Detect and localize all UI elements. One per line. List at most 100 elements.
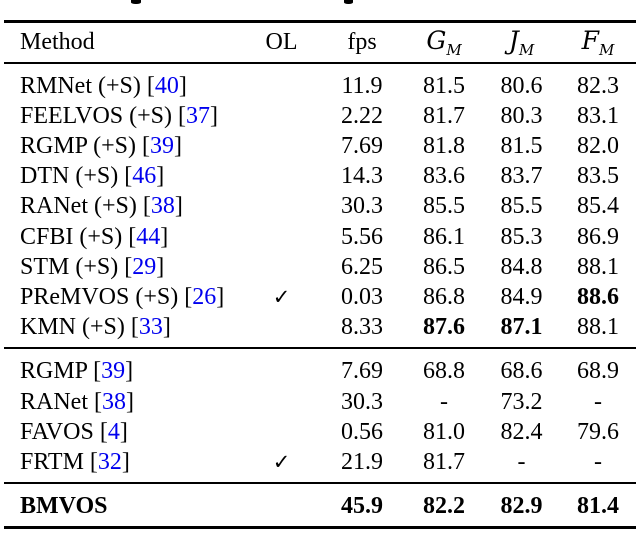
citation-number[interactable]: 29 bbox=[132, 253, 157, 280]
col-header-g: GM bbox=[405, 21, 483, 64]
method-name: PReMVOS (+S) bbox=[20, 283, 179, 310]
g-value-cell: 86.5 bbox=[405, 252, 483, 282]
citation-number[interactable]: 33 bbox=[138, 314, 163, 341]
j-value-cell: 81.5 bbox=[483, 131, 560, 161]
f-value: - bbox=[594, 388, 602, 415]
table-row: RANet (+S) [38] 30.3 85.5 85.5 85.4 bbox=[4, 191, 636, 221]
ol-cell bbox=[244, 482, 319, 528]
j-value: 80.6 bbox=[500, 72, 543, 99]
ol-cell bbox=[244, 347, 319, 387]
citation[interactable]: [39] bbox=[136, 132, 183, 159]
fps-value-cell: 0.03 bbox=[319, 282, 405, 312]
citation[interactable]: [40] bbox=[140, 72, 187, 99]
j-value: - bbox=[517, 448, 526, 475]
table-row: PReMVOS (+S) [26] ✓ 0.03 86.8 84.9 88.6 bbox=[4, 282, 636, 312]
fps-value-cell: 0.56 bbox=[319, 417, 405, 447]
citation[interactable]: [4] bbox=[93, 418, 128, 445]
fps-value-cell: 5.56 bbox=[319, 222, 405, 252]
citation-number[interactable]: 38 bbox=[102, 388, 126, 415]
f-value-cell: 88.1 bbox=[560, 312, 636, 348]
f-value-cell: 85.4 bbox=[560, 191, 636, 221]
citation[interactable]: [29] bbox=[118, 253, 165, 280]
section-with-synthetic: RMNet (+S) [40] 11.9 81.5 80.6 82.3 FEELVOS (… bbox=[4, 63, 636, 349]
fps-value: 0.03 bbox=[341, 283, 383, 310]
f-value: 86.9 bbox=[577, 223, 619, 250]
metric-symbol-j: J bbox=[508, 25, 519, 55]
f-value-cell: 88.6 bbox=[560, 282, 636, 312]
g-value: 82.2 bbox=[423, 493, 465, 520]
f-value-cell: - bbox=[560, 387, 636, 417]
fps-value: 2.22 bbox=[341, 102, 383, 129]
g-value-cell: 81.0 bbox=[405, 417, 483, 447]
g-value: 81.7 bbox=[423, 448, 465, 475]
citation[interactable]: [38] bbox=[88, 388, 134, 415]
table-header-row: Method OL fps GM JM FM bbox=[4, 21, 636, 64]
method-name: DTN (+S) bbox=[20, 163, 119, 190]
fps-value-cell: 2.22 bbox=[319, 101, 405, 131]
g-value-cell: 81.5 bbox=[405, 63, 483, 101]
g-value: 86.1 bbox=[423, 223, 465, 250]
g-value: - bbox=[440, 388, 448, 415]
citation-number[interactable]: 39 bbox=[150, 132, 175, 159]
citation[interactable]: [44] bbox=[122, 223, 169, 250]
method-cell: FRTM [32] bbox=[4, 447, 244, 483]
f-value-cell: - bbox=[560, 447, 636, 483]
citation-number[interactable]: 4 bbox=[107, 418, 120, 445]
j-value: 82.4 bbox=[500, 418, 543, 445]
g-value-cell: 86.8 bbox=[405, 282, 483, 312]
method-cell: CFBI (+S) [44] bbox=[4, 222, 244, 252]
citation-number[interactable]: 37 bbox=[186, 102, 211, 129]
g-value-cell: - bbox=[405, 387, 483, 417]
citation[interactable]: [26] bbox=[178, 283, 225, 310]
f-value: 81.4 bbox=[577, 493, 619, 520]
j-value: 87.1 bbox=[500, 314, 543, 341]
g-value-cell: 81.8 bbox=[405, 131, 483, 161]
citation[interactable]: [37] bbox=[172, 102, 219, 129]
g-value-cell: 83.6 bbox=[405, 161, 483, 191]
g-value-cell: 68.8 bbox=[405, 347, 483, 387]
fps-value: 5.56 bbox=[341, 223, 383, 250]
method-name: RGMP (+S) bbox=[20, 132, 137, 159]
f-value: 83.5 bbox=[577, 163, 619, 190]
f-value: 88.1 bbox=[577, 314, 619, 341]
citation-number[interactable]: 46 bbox=[132, 163, 157, 190]
fps-value: 45.9 bbox=[341, 493, 383, 520]
citation-number[interactable]: 38 bbox=[150, 193, 175, 220]
j-value-cell: 68.6 bbox=[483, 347, 560, 387]
ol-cell: ✓ bbox=[244, 282, 319, 312]
method-name: RANet (+S) bbox=[20, 193, 137, 220]
citation[interactable]: [39] bbox=[87, 358, 134, 385]
citation-number[interactable]: 44 bbox=[136, 223, 161, 250]
citation-number[interactable]: 26 bbox=[192, 283, 217, 310]
ol-cell bbox=[244, 312, 319, 348]
f-value-cell: 86.9 bbox=[560, 222, 636, 252]
f-value: 83.1 bbox=[577, 102, 619, 129]
table-row: RANet [38] 30.3 - 73.2 - bbox=[4, 387, 636, 417]
j-value: 73.2 bbox=[500, 388, 543, 415]
f-value-cell: 82.0 bbox=[560, 131, 636, 161]
fps-value-cell: 21.9 bbox=[319, 447, 405, 483]
fps-value-cell: 11.9 bbox=[319, 63, 405, 101]
benchmark-results-table: Method OL fps GM JM FM RMNet (+S) [40] 11.9 81.… bbox=[4, 20, 636, 530]
f-value-cell: 83.5 bbox=[560, 161, 636, 191]
citation-number[interactable]: 32 bbox=[97, 448, 122, 475]
j-value: 80.3 bbox=[500, 102, 543, 129]
table-row: KMN (+S) [33] 8.33 87.6 87.1 88.1 bbox=[4, 312, 636, 348]
citation[interactable]: [46] bbox=[118, 163, 165, 190]
fps-value: 8.33 bbox=[341, 314, 383, 341]
ol-cell bbox=[244, 417, 319, 447]
fps-value-cell: 8.33 bbox=[319, 312, 405, 348]
citation[interactable]: [38] bbox=[136, 193, 183, 220]
fps-value-cell: 7.69 bbox=[319, 131, 405, 161]
fps-value: 11.9 bbox=[341, 72, 383, 99]
citation-number[interactable]: 39 bbox=[101, 358, 126, 385]
metric-symbol-f: F bbox=[581, 25, 599, 55]
citation[interactable]: [32] bbox=[83, 448, 130, 475]
method-name: CFBI (+S) bbox=[20, 223, 123, 250]
citation[interactable]: [33] bbox=[124, 314, 171, 341]
ol-cell bbox=[244, 161, 319, 191]
citation-number[interactable]: 40 bbox=[154, 72, 179, 99]
g-value-cell: 86.1 bbox=[405, 222, 483, 252]
f-value-cell: 81.4 bbox=[560, 482, 636, 528]
metric-subscript-j: M bbox=[518, 40, 535, 59]
